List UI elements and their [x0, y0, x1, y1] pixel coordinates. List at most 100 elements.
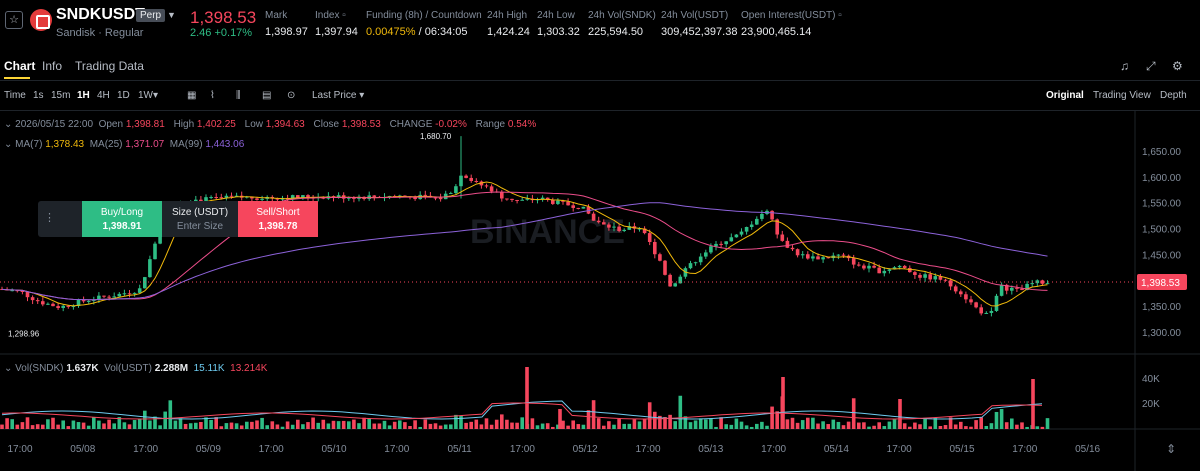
x-tick-label: 17:00	[761, 444, 786, 455]
volume-bar	[1045, 418, 1050, 429]
candle-body	[46, 303, 50, 305]
sell-short-button[interactable]: Sell/Short 1,398.78	[238, 201, 318, 237]
x-tick-label: 17:00	[384, 444, 409, 455]
volume-bar	[454, 414, 458, 429]
candle-body	[224, 195, 229, 198]
candle-body	[566, 201, 570, 206]
ticker-header: ☆ SNDKUSDT Perp ▼ Sandisk · Regular 1,39…	[0, 0, 1200, 44]
candle-body	[423, 194, 428, 196]
volume-bar	[510, 422, 514, 429]
volume-bar	[51, 417, 55, 429]
size-input[interactable]: Size (USDT) Enter Size	[171, 207, 229, 232]
calendar-icon[interactable]: ▦	[187, 90, 197, 101]
chevron-down-icon[interactable]: ▾	[153, 90, 159, 101]
last-price: 1,398.53	[190, 8, 257, 27]
volume-bar	[898, 399, 902, 429]
volume-bar	[112, 423, 116, 429]
interval-time[interactable]: Time	[4, 90, 26, 101]
candle-body	[86, 300, 91, 302]
x-tick-label: 17:00	[887, 444, 912, 455]
fullscreen-icon[interactable]: ⤢	[1146, 59, 1156, 73]
candle-body	[668, 274, 672, 287]
candle-body	[719, 243, 723, 245]
volume-bar	[984, 425, 989, 429]
view-trading-view[interactable]: Trading View	[1093, 90, 1151, 101]
volume-bar	[857, 422, 861, 429]
stat-index[interactable]: Index ▫ 1,397.94	[315, 10, 358, 38]
candle-body	[372, 195, 377, 197]
interval-1d[interactable]: 1D	[117, 90, 130, 101]
volume-bar	[617, 419, 621, 429]
candle-body	[56, 306, 60, 309]
volume-bar	[520, 417, 524, 429]
volume-bar	[688, 422, 693, 429]
volume-bar	[627, 423, 632, 429]
x-tick-label: 17:00	[635, 444, 660, 455]
volume-bar	[81, 422, 86, 429]
volume-bar	[1004, 422, 1009, 429]
volume-bar	[596, 418, 601, 429]
volume-bar	[558, 409, 562, 429]
x-tick-label: 17:00	[133, 444, 158, 455]
tab-chart[interactable]: Chart	[4, 59, 36, 73]
crosshair-icon[interactable]: ⊙	[287, 90, 296, 101]
favorite-star-icon[interactable]: ☆	[5, 11, 23, 29]
tab-info[interactable]: Info	[42, 59, 63, 73]
candle-body	[30, 297, 35, 301]
interval-4h[interactable]: 4H	[97, 90, 110, 101]
volume-bar	[265, 425, 269, 429]
candle-body	[913, 272, 917, 275]
volume-bar	[10, 419, 14, 429]
volume-bar	[974, 420, 978, 429]
vol-tick-label: 40K	[1142, 374, 1160, 385]
candle-body	[780, 234, 785, 241]
volume-bar	[953, 424, 958, 429]
volume-bar	[270, 421, 275, 429]
view-depth[interactable]: Depth	[1160, 90, 1187, 101]
candle-body	[545, 197, 550, 200]
divider	[0, 80, 1200, 81]
chart-canvas[interactable]: BINANCE1,650.001,600.001,550.001,500.001…	[0, 111, 1200, 471]
candle-body	[979, 307, 983, 314]
interval-1s[interactable]: 1s	[33, 90, 44, 101]
x-tick-label: 05/12	[573, 444, 598, 455]
indicator-icon[interactable]: ⌇	[210, 90, 215, 101]
vol-tick-label: 20K	[1142, 399, 1160, 410]
candle-body	[525, 198, 530, 200]
volume-bar	[969, 426, 973, 429]
candle-body	[20, 290, 25, 292]
candle-body	[76, 300, 81, 307]
stat-open-interest[interactable]: Open Interest(USDT) ▫ 23,900,465.14	[741, 10, 842, 38]
candle-body	[826, 257, 830, 259]
chevron-down-icon: ⌄	[4, 119, 16, 130]
ma-legend: ⌄ MA(7) 1,378.43 MA(25) 1,371.07 MA(99) …	[4, 139, 245, 150]
chevron-down-icon[interactable]: ▼	[167, 10, 176, 20]
candle-type-icon[interactable]: ⫼	[236, 90, 241, 101]
tab-trading-data[interactable]: Trading Data	[75, 59, 144, 73]
candle-body	[41, 301, 45, 305]
settings-icon[interactable]: ⚙	[1172, 59, 1183, 73]
candle-body	[933, 276, 938, 280]
view-original[interactable]: Original	[1046, 90, 1084, 101]
x-tick-label: 17:00	[7, 444, 32, 455]
symbol-name[interactable]: SNDKUSDT	[56, 6, 145, 23]
candle-body	[612, 226, 616, 228]
volume-bar	[928, 426, 932, 429]
price-type-select[interactable]: Last Price ▾	[312, 90, 365, 101]
volume-bar	[500, 414, 504, 429]
candle-body	[214, 197, 218, 199]
x-tick-label: 17:00	[510, 444, 535, 455]
layout-icon[interactable]: ▤	[262, 90, 272, 101]
interval-1h[interactable]: 1H	[77, 90, 90, 101]
buy-long-button[interactable]: Buy/Long 1,398.91	[82, 201, 162, 237]
price-chart[interactable]: BINANCE 1,650.00 1,600.00 1,550.00 1,500.00 1…	[0, 111, 1200, 471]
interval-1w[interactable]: 1W	[138, 90, 153, 101]
volume-bar	[347, 421, 351, 429]
volume-bar	[831, 419, 836, 429]
candle-body	[97, 295, 101, 300]
bell-icon[interactable]: ♫	[1120, 59, 1129, 73]
drag-handle-icon[interactable]: ⋮	[44, 212, 55, 224]
volume-bar	[800, 420, 805, 429]
candle-body	[413, 196, 417, 200]
interval-15m[interactable]: 15m	[51, 90, 71, 101]
